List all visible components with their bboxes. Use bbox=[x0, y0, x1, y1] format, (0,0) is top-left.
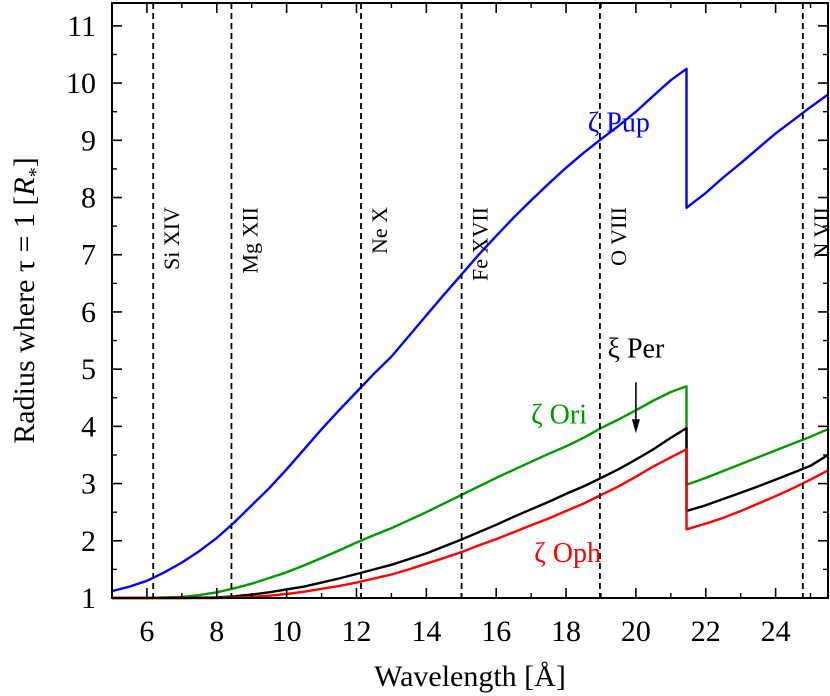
ion-lines-layer: Si XIV Mg XII Ne X Fe XVII O VIII N VII bbox=[152, 3, 830, 598]
plot-frame bbox=[111, 2, 829, 599]
y-axis-title-var: R bbox=[8, 177, 41, 196]
y-tick-label: 10 bbox=[66, 67, 96, 100]
y-tick-label: 9 bbox=[81, 124, 96, 157]
x-tick-label: 18 bbox=[551, 615, 581, 648]
x-tick-label: 24 bbox=[761, 615, 791, 648]
x-tick-label: 8 bbox=[209, 615, 224, 648]
y-tick-label: 11 bbox=[67, 10, 96, 43]
y-tick-label: 5 bbox=[81, 353, 96, 386]
ion-line-label-mg-xii: Mg XII bbox=[237, 207, 262, 274]
y-tick-label: 6 bbox=[81, 296, 96, 329]
y-tick-label: 1 bbox=[81, 582, 96, 615]
x-tick-label: 16 bbox=[481, 615, 511, 648]
ion-line-label-n-vii: N VII bbox=[809, 207, 830, 259]
y-tick-label: 2 bbox=[81, 525, 96, 558]
y-axis-title-suffix: ] bbox=[8, 157, 41, 167]
annotations-layer: ζ Pup ζ Ori ξ Per ζ Oph bbox=[531, 108, 665, 569]
series-line-1 bbox=[111, 67, 829, 593]
x-tick-label: 20 bbox=[621, 615, 651, 648]
series-line-3 bbox=[112, 426, 829, 600]
y-tick-label: 8 bbox=[81, 182, 96, 215]
ion-line-label-o-viii: O VIII bbox=[606, 207, 631, 266]
x-tick-label: 22 bbox=[691, 615, 721, 648]
x-tick-label: 14 bbox=[411, 615, 441, 648]
y-axis-title: Radius where τ = 1 [R*] bbox=[8, 157, 47, 443]
x-tick-label: 10 bbox=[272, 615, 302, 648]
x-tick-label: 12 bbox=[341, 615, 371, 648]
y-tick-label: 7 bbox=[81, 239, 96, 272]
arrow-head bbox=[631, 419, 640, 434]
y-axis-title-prefix: Radius where τ = 1 [ bbox=[8, 196, 41, 444]
series-line-4 bbox=[112, 448, 829, 600]
x-axis-title: Wavelength [Å] bbox=[374, 660, 566, 693]
y-tick-label: 3 bbox=[81, 468, 96, 501]
ion-line-label-si-xiv: Si XIV bbox=[159, 207, 184, 270]
x-tick-label: 6 bbox=[139, 615, 154, 648]
series-label-3: ξ Per bbox=[607, 334, 664, 365]
ion-line-label-ne-x: Ne X bbox=[367, 207, 392, 254]
y-tick-label: 4 bbox=[81, 410, 96, 443]
ion-line-label-fe-xvii: Fe XVII bbox=[468, 207, 493, 281]
series-layer bbox=[111, 67, 829, 600]
series-line-2 bbox=[112, 385, 829, 600]
y-axis-title-sub: * bbox=[25, 167, 47, 177]
series-label-1: ζ Pup bbox=[588, 108, 650, 139]
series-label-2: ζ Ori bbox=[531, 400, 587, 431]
series-label-4: ζ Oph bbox=[534, 538, 601, 569]
